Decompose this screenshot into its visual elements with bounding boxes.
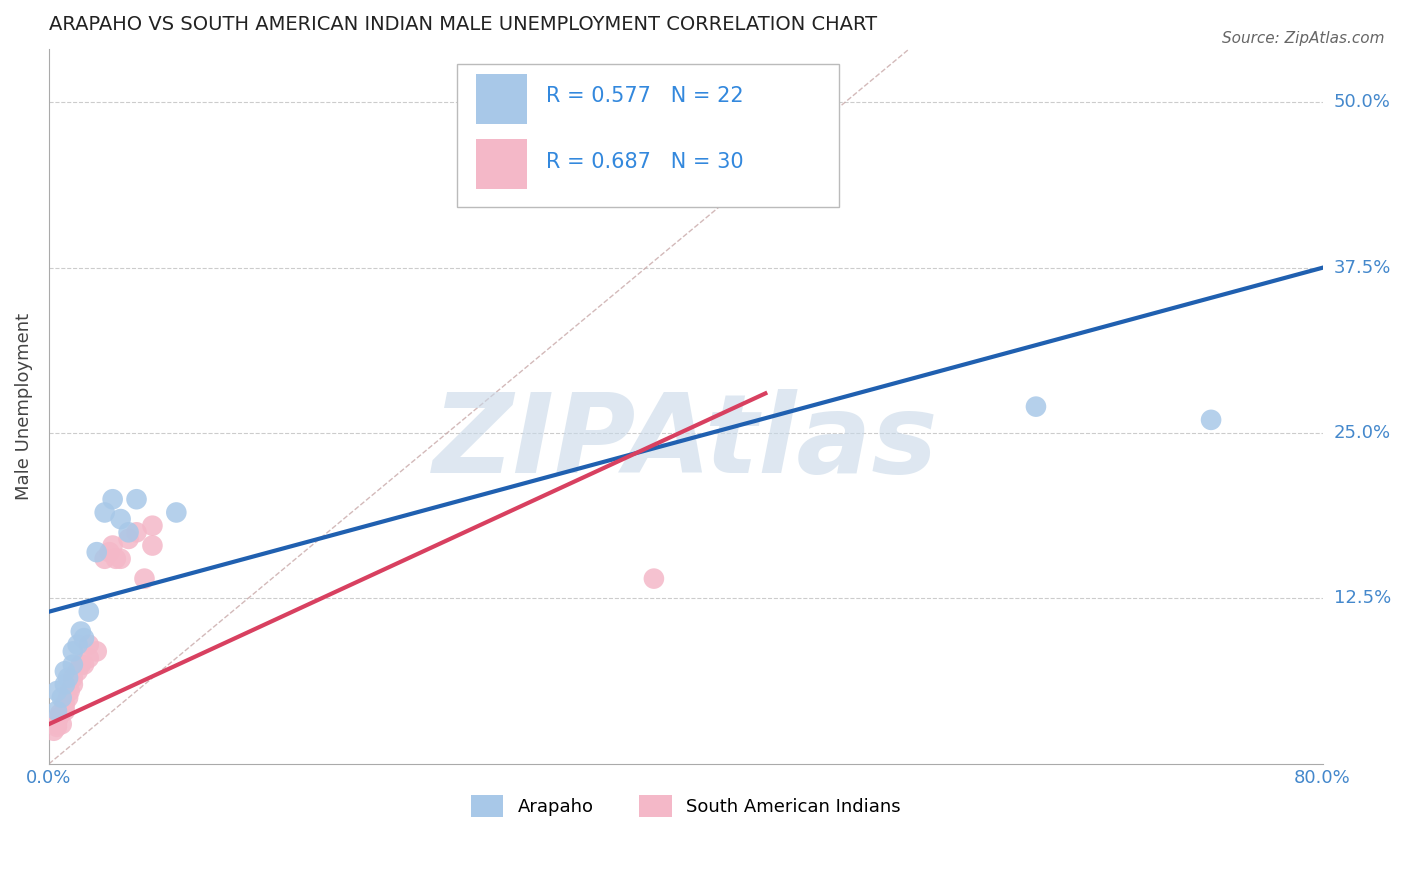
Point (66, 638, 89, 652)
Point (53, 698, 76, 712)
Point (56, 671, 79, 685)
Point (45, 720, 67, 734)
Point (86, 644, 108, 658)
Point (69, 624, 91, 639)
Point (110, 551, 132, 566)
Point (48, 710, 70, 724)
Point (101, 492, 124, 507)
Point (56, 690, 79, 705)
Point (62, 677, 84, 691)
Point (110, 512, 132, 526)
Point (643, 154, 665, 169)
Point (101, 539, 124, 553)
Point (66, 664, 89, 678)
Point (77, 651, 100, 665)
Point (643, 572, 665, 586)
Point (104, 551, 127, 566)
Point (141, 518, 163, 533)
Text: 25.0%: 25.0% (1334, 424, 1391, 442)
Point (51, 717, 73, 731)
Point (53, 704, 76, 718)
Point (73, 631, 96, 645)
Point (93, 551, 115, 566)
Point (69, 657, 91, 672)
Point (77, 638, 100, 652)
Point (53, 664, 76, 678)
Text: Source: ZipAtlas.com: Source: ZipAtlas.com (1222, 31, 1385, 46)
Point (1199, 413, 1222, 427)
Point (125, 525, 148, 540)
Legend: Arapaho, South American Indians: Arapaho, South American Indians (463, 786, 910, 826)
FancyBboxPatch shape (457, 63, 838, 207)
Bar (475, 74, 527, 125)
Point (117, 532, 139, 546)
Point (134, 572, 156, 586)
Text: R = 0.577   N = 22: R = 0.577 N = 22 (546, 86, 744, 106)
Y-axis label: Male Unemployment: Male Unemployment (15, 313, 32, 500)
Point (117, 525, 139, 540)
Point (45, 717, 67, 731)
Text: 12.5%: 12.5% (1334, 590, 1391, 607)
Point (49, 706, 72, 721)
Point (62, 644, 84, 658)
Point (98, 545, 121, 559)
Point (42, 723, 65, 738)
Point (45, 684, 67, 698)
Text: 37.5%: 37.5% (1334, 259, 1391, 277)
Point (77, 605, 100, 619)
Point (59, 684, 82, 698)
Text: R = 0.687   N = 30: R = 0.687 N = 30 (546, 153, 744, 172)
Point (1025, 400, 1047, 414)
Text: ZIPAtlas: ZIPAtlas (433, 389, 938, 496)
Point (73, 657, 96, 672)
Point (51, 690, 73, 705)
Point (93, 506, 115, 520)
Point (125, 492, 148, 507)
Point (62, 657, 84, 672)
Text: ARAPAHO VS SOUTH AMERICAN INDIAN MALE UNEMPLOYMENT CORRELATION CHART: ARAPAHO VS SOUTH AMERICAN INDIAN MALE UN… (49, 15, 877, 34)
Point (45, 704, 67, 718)
Point (53, 677, 76, 691)
Point (62, 671, 84, 685)
Point (45, 714, 67, 729)
Bar (475, 139, 527, 189)
Point (141, 539, 163, 553)
Text: 50.0%: 50.0% (1334, 94, 1391, 112)
Point (86, 545, 108, 559)
Point (165, 506, 187, 520)
